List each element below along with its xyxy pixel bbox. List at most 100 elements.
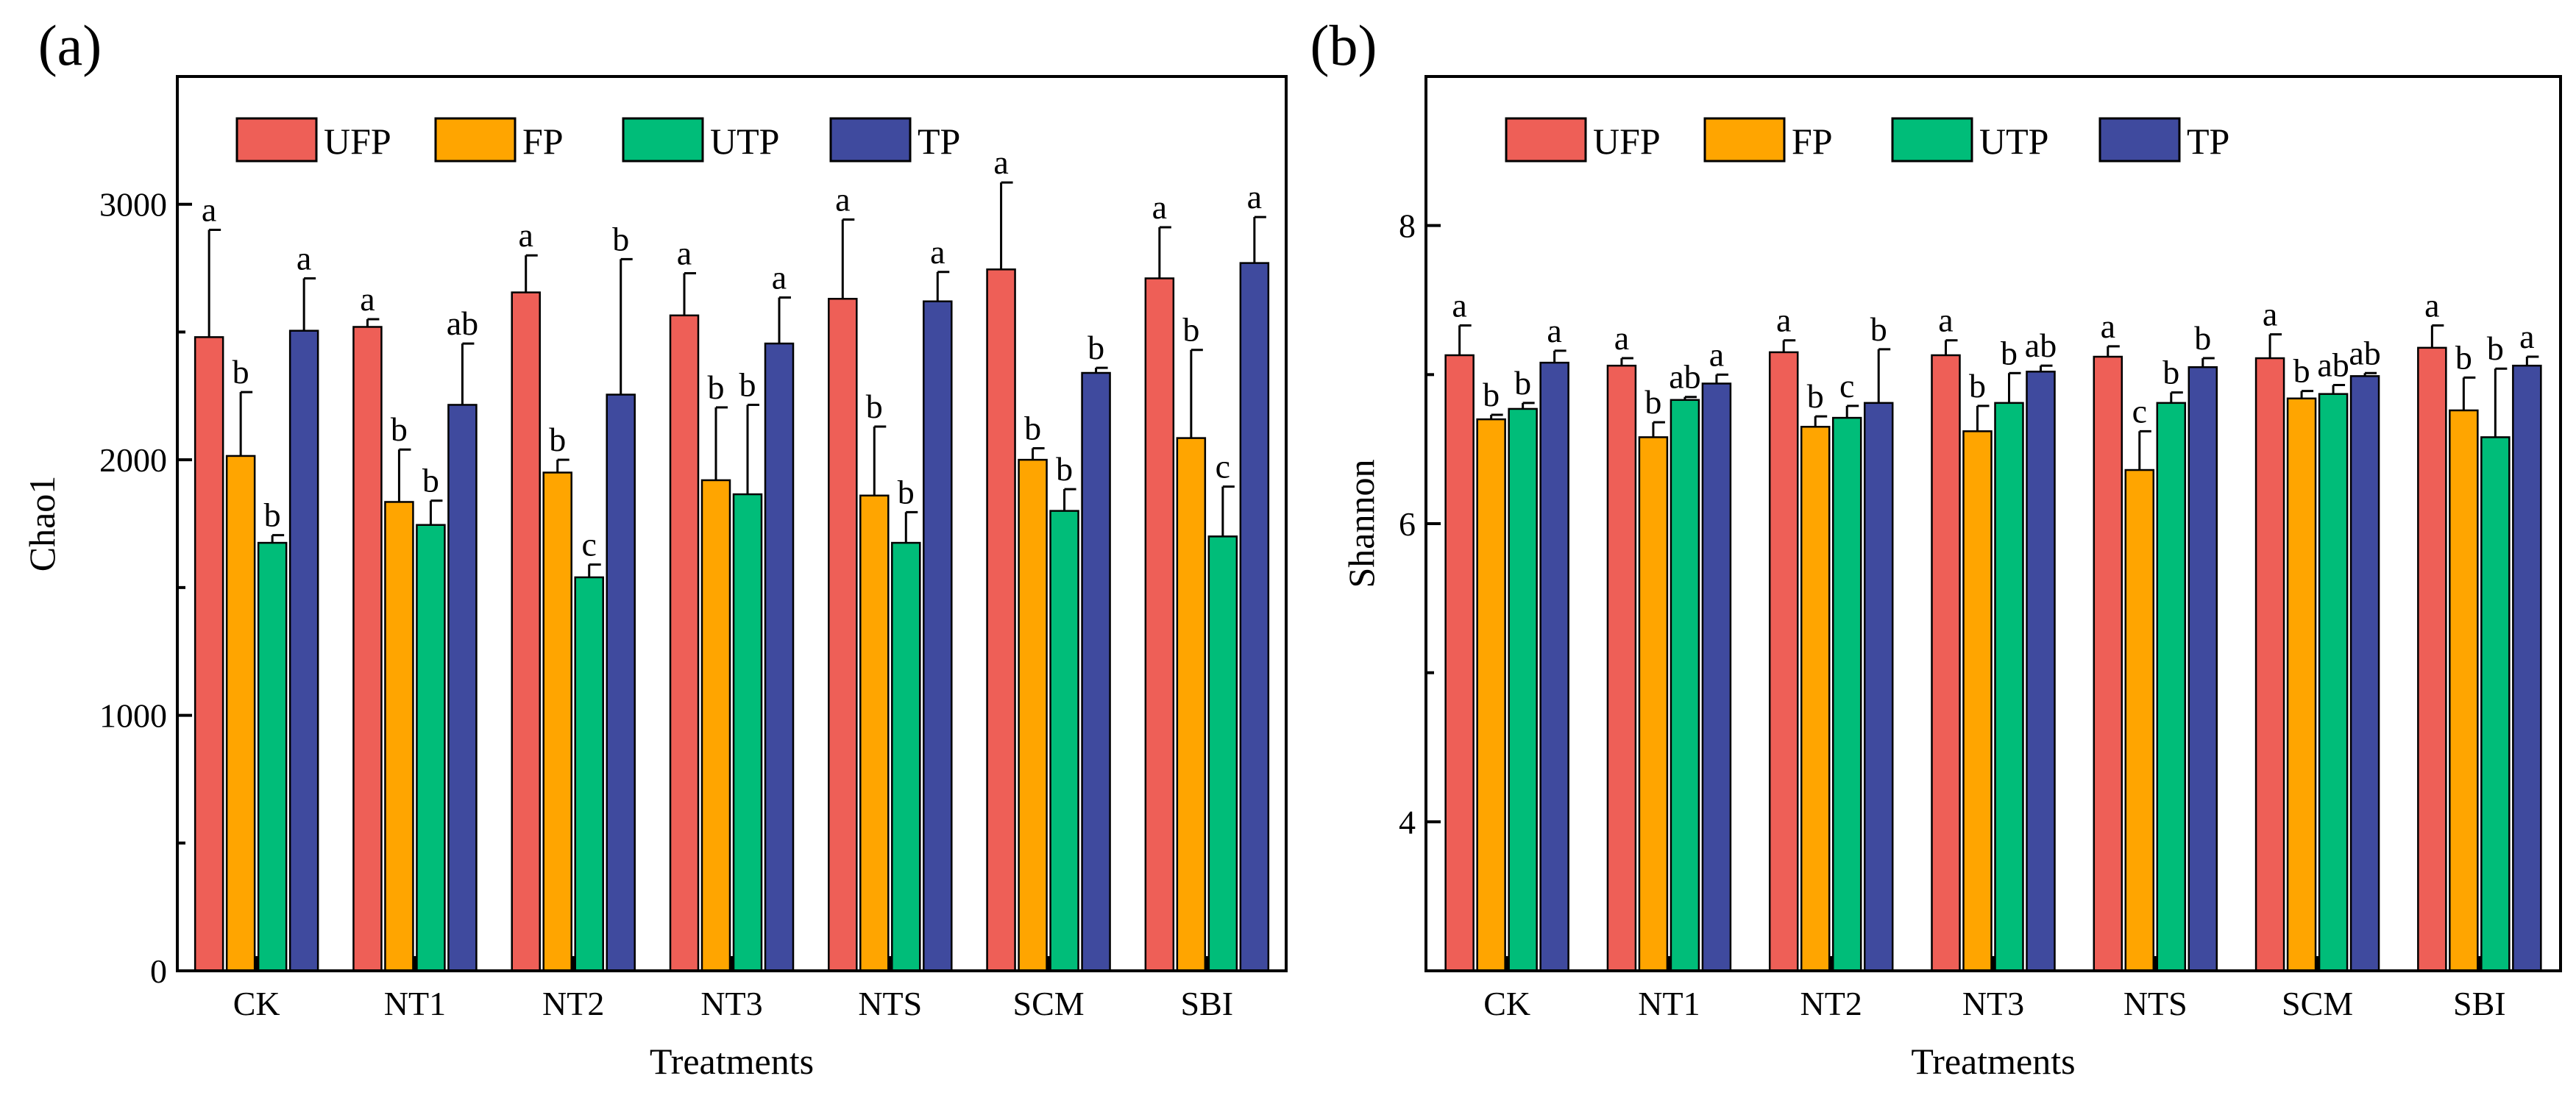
bar-fp <box>2449 409 2479 972</box>
bar-tp <box>1539 361 1569 972</box>
y-tick-label: 4 <box>1399 803 1416 841</box>
legend: UFP FP UTP TP <box>235 117 960 163</box>
significance-letter: a <box>1776 302 1791 339</box>
significance-letter: b <box>1969 367 1986 405</box>
legend-swatch-utp <box>622 117 704 163</box>
bar-fp <box>1962 430 1993 972</box>
significance-letter: ab <box>2317 346 2349 384</box>
significance-letter: b <box>2455 338 2472 376</box>
x-tick-label: NTS <box>858 985 922 1022</box>
bar-fp <box>1638 436 1669 972</box>
significance-letter: a <box>1152 188 1167 226</box>
bar-utp <box>2318 393 2349 972</box>
significance-letter: a <box>2424 286 2439 324</box>
bar-utp <box>574 576 604 972</box>
bar-utp <box>1207 535 1238 972</box>
significance-letter: ab <box>2349 334 2380 371</box>
bar-ufp <box>669 314 700 972</box>
bar-ufp <box>1931 354 1961 972</box>
bar-ufp <box>2093 355 2123 972</box>
bar-ufp <box>986 268 1016 972</box>
legend-swatch-fp <box>1703 117 1786 163</box>
significance-letter: a <box>1709 335 1724 373</box>
significance-letter: b <box>1182 311 1199 349</box>
significance-letter: c <box>1216 448 1230 485</box>
bar-ufp <box>1444 354 1475 972</box>
x-tick-label: NT2 <box>542 985 604 1022</box>
significance-letter: b <box>1483 376 1500 413</box>
y-tick-label: 6 <box>1399 505 1416 543</box>
significance-letter: b <box>2194 319 2211 357</box>
bar-ufp <box>194 336 224 972</box>
legend-label-fp: FP <box>522 121 564 162</box>
significance-letter: b <box>708 368 725 406</box>
bar-ufp <box>828 298 858 972</box>
bar-utp <box>732 493 763 972</box>
significance-letter: b <box>739 366 756 403</box>
significance-letter: b <box>2001 334 2018 371</box>
x-tick-label: NT1 <box>1638 985 1700 1022</box>
bar-utp <box>1831 416 1862 972</box>
bar-fp <box>1018 458 1048 972</box>
bar-tp <box>2349 375 2380 972</box>
legend-swatch-ufp <box>1505 117 1587 163</box>
x-tick-label: SCM <box>2282 985 2353 1022</box>
bar-tp <box>1239 262 1270 972</box>
bar-ufp <box>511 291 541 972</box>
x-tick-label: CK <box>1483 985 1530 1022</box>
y-tick-label: 8 <box>1399 207 1416 245</box>
significance-letter: b <box>1024 410 1041 447</box>
significance-letter: a <box>519 216 533 254</box>
bar-ufp <box>2254 357 2285 972</box>
significance-letter: a <box>1614 319 1629 357</box>
y-tick-label: 3000 <box>99 186 167 224</box>
chart-panel-a: (a)0100020003000CKabbaNT1abbabNT2abcbNT3… <box>21 13 1288 1082</box>
significance-letter: b <box>1056 450 1073 488</box>
bar-tp <box>2026 371 2056 972</box>
x-tick-label: NT3 <box>700 985 762 1022</box>
significance-letter: a <box>1547 312 1561 349</box>
x-tick-label: SBI <box>1181 985 1234 1022</box>
bar-ufp <box>1606 364 1637 972</box>
legend-label-fp: FP <box>1792 121 1833 162</box>
y-axis-title: Chao1 <box>21 476 63 572</box>
bar-fp <box>225 455 256 972</box>
bar-tp <box>1081 371 1111 972</box>
legend-swatch-fp <box>434 117 517 163</box>
bar-fp <box>2124 468 2155 972</box>
x-tick-label: NTS <box>2123 985 2188 1022</box>
y-tick-label: 1000 <box>99 697 167 735</box>
x-tick-label: NT2 <box>1800 985 1862 1022</box>
plot-frame <box>1424 75 2562 972</box>
bar-tp <box>2512 364 2542 972</box>
y-tick-label: 2000 <box>99 441 167 479</box>
y-axis-title: Shannon <box>1341 460 1382 588</box>
panel-label: (b) <box>1310 13 1377 77</box>
significance-letter: b <box>264 496 281 534</box>
panel-label: (a) <box>38 13 102 77</box>
significance-letter: c <box>1839 367 1854 405</box>
bar-fp <box>1176 437 1207 972</box>
bar-tp <box>606 393 636 972</box>
legend-label-tp: TP <box>2187 121 2229 162</box>
bar-utp <box>1049 510 1079 972</box>
significance-letter: b <box>422 462 439 499</box>
legend-label-utp: UTP <box>1979 121 2048 162</box>
significance-letter: c <box>2132 392 2147 430</box>
bar-utp <box>891 541 921 972</box>
significance-letter: b <box>1807 377 1824 415</box>
significance-letter: c <box>582 526 597 563</box>
x-tick-label: NT1 <box>384 985 446 1022</box>
legend-swatch-utp <box>1891 117 1973 163</box>
bar-utp <box>416 524 446 972</box>
bar-utp <box>1994 402 2024 972</box>
bar-utp <box>1670 399 1700 972</box>
legend-swatch-tp <box>829 117 912 163</box>
legend-label-ufp: UFP <box>324 121 391 162</box>
bar-fp <box>542 471 572 972</box>
significance-letter: a <box>1938 302 1953 339</box>
x-tick-label: CK <box>233 985 280 1022</box>
significance-letter: a <box>677 235 692 272</box>
significance-letter: a <box>930 233 945 271</box>
x-axis-title: Treatments <box>1911 1041 2075 1082</box>
